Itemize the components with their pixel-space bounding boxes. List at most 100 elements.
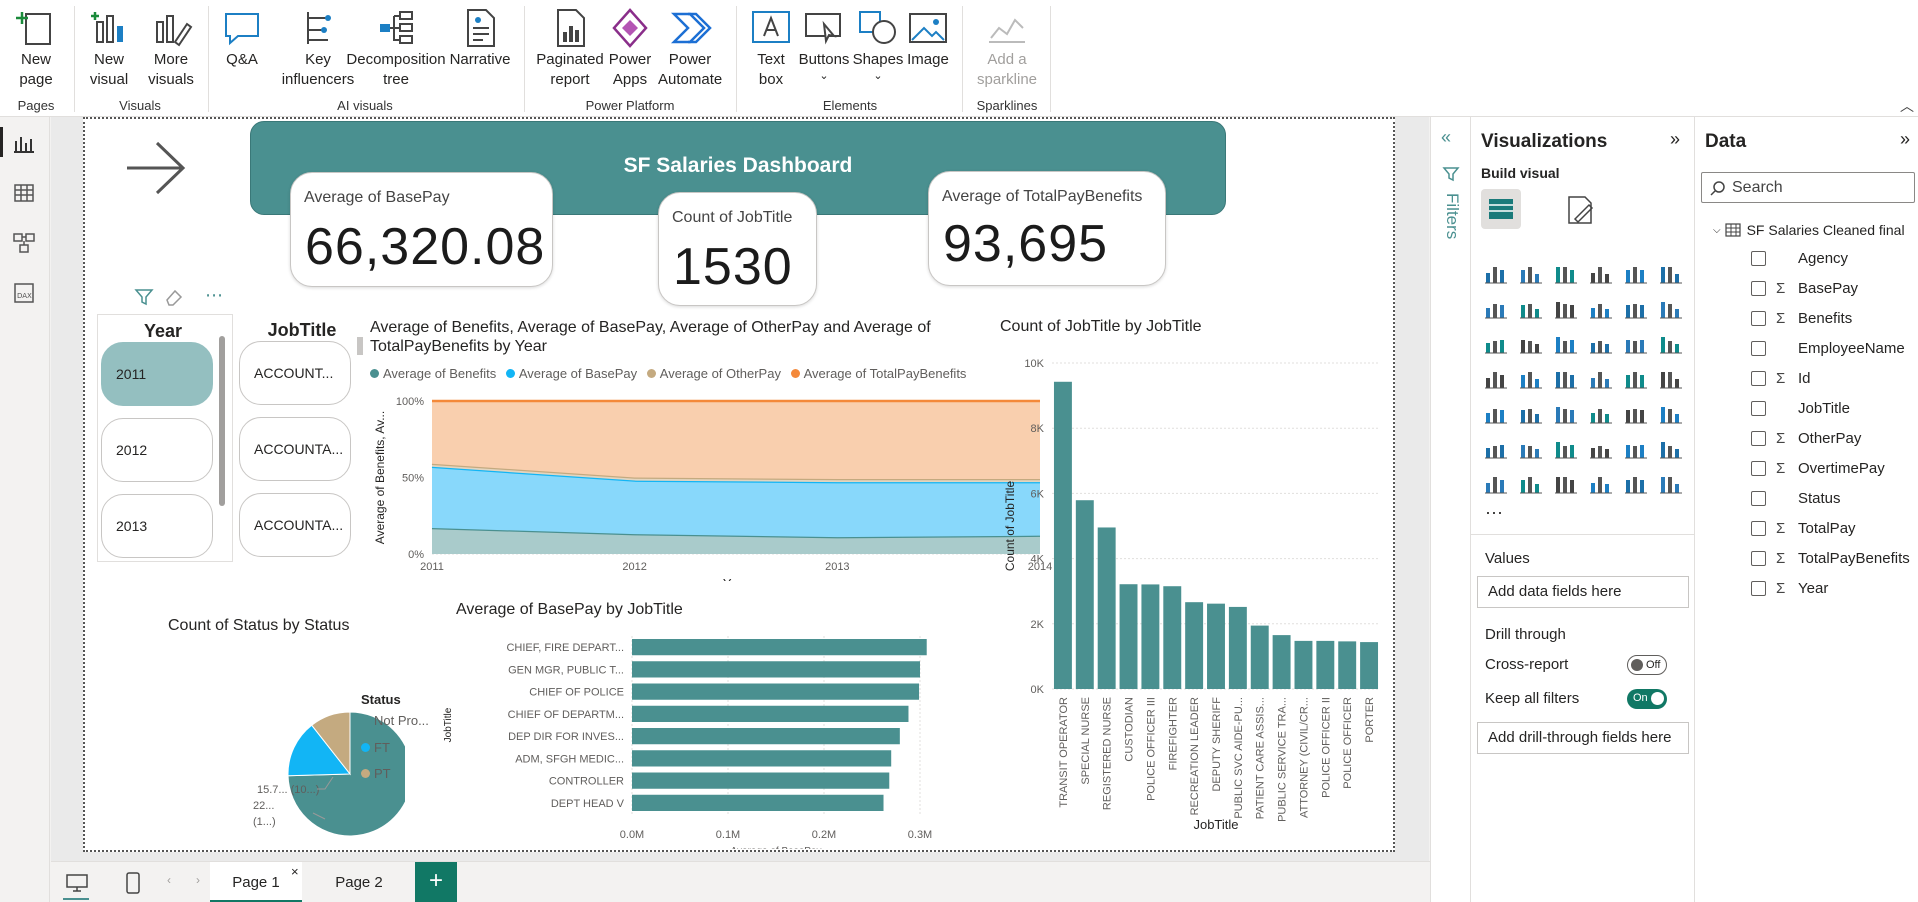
bar[interactable] xyxy=(1316,640,1335,689)
visual-type-icon[interactable] xyxy=(1483,399,1509,425)
year-option-2011[interactable]: 2011 xyxy=(101,342,213,406)
field-otherpay[interactable]: Σ OtherPay xyxy=(1751,430,1861,447)
text-box-button[interactable]: Text box xyxy=(746,8,796,90)
field-employeename[interactable]: EmployeeName xyxy=(1751,340,1905,357)
pie-chart[interactable]: 15.7... (10...)22...(1...)110.53K(74.36%… xyxy=(165,649,405,849)
report-view-icon[interactable] xyxy=(12,131,36,155)
bar[interactable] xyxy=(1185,602,1204,689)
field-checkbox[interactable] xyxy=(1751,491,1766,506)
visual-type-icon[interactable] xyxy=(1553,294,1579,320)
field-totalpaybenefits[interactable]: Σ TotalPayBenefits xyxy=(1751,550,1910,567)
bar[interactable] xyxy=(1360,642,1379,689)
field-basepay[interactable]: Σ BasePay xyxy=(1751,280,1858,297)
field-id[interactable]: Σ Id xyxy=(1751,370,1811,387)
visual-type-icon[interactable] xyxy=(1588,399,1614,425)
build-visual-tab[interactable] xyxy=(1481,189,1521,229)
filters-pane-collapsed[interactable]: « Filters xyxy=(1430,117,1470,902)
visual-type-icon[interactable] xyxy=(1553,364,1579,390)
page-tab-2[interactable]: Page 2 xyxy=(313,862,405,902)
pie-slice[interactable] xyxy=(287,724,352,777)
bar[interactable] xyxy=(632,772,890,789)
expand-filters-icon[interactable]: « xyxy=(1441,127,1452,147)
power-automate-button[interactable]: Power Automate xyxy=(658,8,722,90)
bar[interactable] xyxy=(1250,625,1269,689)
new-page-button[interactable]: New page xyxy=(6,8,66,90)
model-view-icon[interactable] xyxy=(12,231,36,255)
new-visual-button[interactable]: New visual xyxy=(82,8,136,90)
visual-type-icon[interactable] xyxy=(1623,399,1649,425)
field-totalpay[interactable]: Σ TotalPay xyxy=(1751,520,1856,537)
visual-type-icon[interactable] xyxy=(1588,434,1614,460)
field-checkbox[interactable] xyxy=(1751,551,1766,566)
bar[interactable] xyxy=(632,728,900,745)
field-year[interactable]: Σ Year xyxy=(1751,580,1828,597)
field-checkbox[interactable] xyxy=(1751,401,1766,416)
close-tab-icon[interactable]: × xyxy=(291,864,299,879)
visual-type-icon[interactable] xyxy=(1588,259,1614,285)
visual-type-icon[interactable] xyxy=(1658,364,1684,390)
field-benefits[interactable]: Σ Benefits xyxy=(1751,310,1852,327)
hbar-chart[interactable]: 0.0M 0.1M 0.2M 0.3M CHIEF, FIRE DEPART... GEN… xyxy=(440,624,1000,849)
buttons-button[interactable]: Buttons ⌄ xyxy=(796,8,852,82)
visual-type-icon[interactable] xyxy=(1588,364,1614,390)
area-series-0[interactable] xyxy=(432,527,1040,554)
bar[interactable] xyxy=(632,661,920,678)
year-option-2012[interactable]: 2012 xyxy=(101,418,213,482)
dax-query-icon[interactable]: DAX xyxy=(12,281,36,305)
visual-type-icon[interactable] xyxy=(1518,364,1544,390)
values-drop-zone[interactable]: Add data fields here xyxy=(1477,576,1689,608)
mobile-layout-icon[interactable] xyxy=(125,871,141,895)
bar[interactable] xyxy=(1075,500,1094,689)
visual-type-icon[interactable] xyxy=(1553,469,1579,495)
more-options-icon[interactable]: ⋯ xyxy=(205,285,223,305)
collapse-pane-icon[interactable]: » xyxy=(1669,129,1680,149)
field-checkbox[interactable] xyxy=(1751,251,1766,266)
visual-type-icon[interactable] xyxy=(1623,294,1649,320)
bar[interactable] xyxy=(632,794,884,811)
slicer-scrollbar[interactable] xyxy=(357,337,363,355)
field-checkbox[interactable] xyxy=(1751,281,1766,296)
cross-report-toggle[interactable]: Off xyxy=(1627,655,1667,675)
field-checkbox[interactable] xyxy=(1751,341,1766,356)
field-checkbox[interactable] xyxy=(1751,581,1766,596)
more-visuals-button[interactable]: More visuals xyxy=(140,8,202,90)
filter-icon[interactable] xyxy=(134,288,154,306)
narrative-button[interactable]: Narrative xyxy=(448,8,512,70)
visual-type-icon[interactable] xyxy=(1483,329,1509,355)
collapse-pane-icon[interactable]: » xyxy=(1899,129,1910,149)
bar[interactable] xyxy=(1141,584,1160,689)
collapse-ribbon-icon[interactable]: ︿ xyxy=(1900,98,1914,114)
bar[interactable] xyxy=(1272,635,1291,689)
visual-type-icon[interactable] xyxy=(1623,259,1649,285)
bar[interactable] xyxy=(1163,586,1182,689)
visual-type-icon[interactable] xyxy=(1518,434,1544,460)
bar[interactable] xyxy=(632,639,927,656)
eraser-icon[interactable] xyxy=(163,288,183,306)
visual-type-icon[interactable] xyxy=(1588,469,1614,495)
visual-type-icon[interactable] xyxy=(1658,434,1684,460)
visual-type-icon[interactable] xyxy=(1518,259,1544,285)
jobtitle-option[interactable]: ACCOUNTA... xyxy=(239,417,351,481)
shapes-button[interactable]: Shapes ⌄ xyxy=(852,8,904,82)
visual-type-icon[interactable] xyxy=(1518,469,1544,495)
visual-type-icon[interactable] xyxy=(1623,364,1649,390)
jobtitle-option[interactable]: ACCOUNTA... xyxy=(239,493,351,557)
bar[interactable] xyxy=(632,683,920,700)
visual-type-icon[interactable] xyxy=(1483,469,1509,495)
year-option-2013[interactable]: 2013 xyxy=(101,494,213,558)
visual-type-icon[interactable] xyxy=(1483,364,1509,390)
visual-type-icon[interactable] xyxy=(1588,294,1614,320)
slicer-scrollbar[interactable] xyxy=(219,336,225,506)
keep-filters-toggle[interactable]: On xyxy=(1627,689,1667,709)
visual-type-icon[interactable] xyxy=(1518,329,1544,355)
field-checkbox[interactable] xyxy=(1751,521,1766,536)
bar[interactable] xyxy=(1228,606,1247,689)
bar[interactable] xyxy=(1097,527,1116,689)
visual-type-icon[interactable] xyxy=(1588,329,1614,355)
visual-type-icon[interactable] xyxy=(1623,469,1649,495)
visual-type-icon[interactable] xyxy=(1483,434,1509,460)
field-status[interactable]: Status xyxy=(1751,490,1841,507)
decomposition-tree-button[interactable]: Decomposition tree xyxy=(345,8,447,90)
area-chart[interactable]: 100% 50% 0%2011 2012 2013 2014 Year Average of … xyxy=(370,389,1070,581)
bar[interactable] xyxy=(1338,641,1357,689)
